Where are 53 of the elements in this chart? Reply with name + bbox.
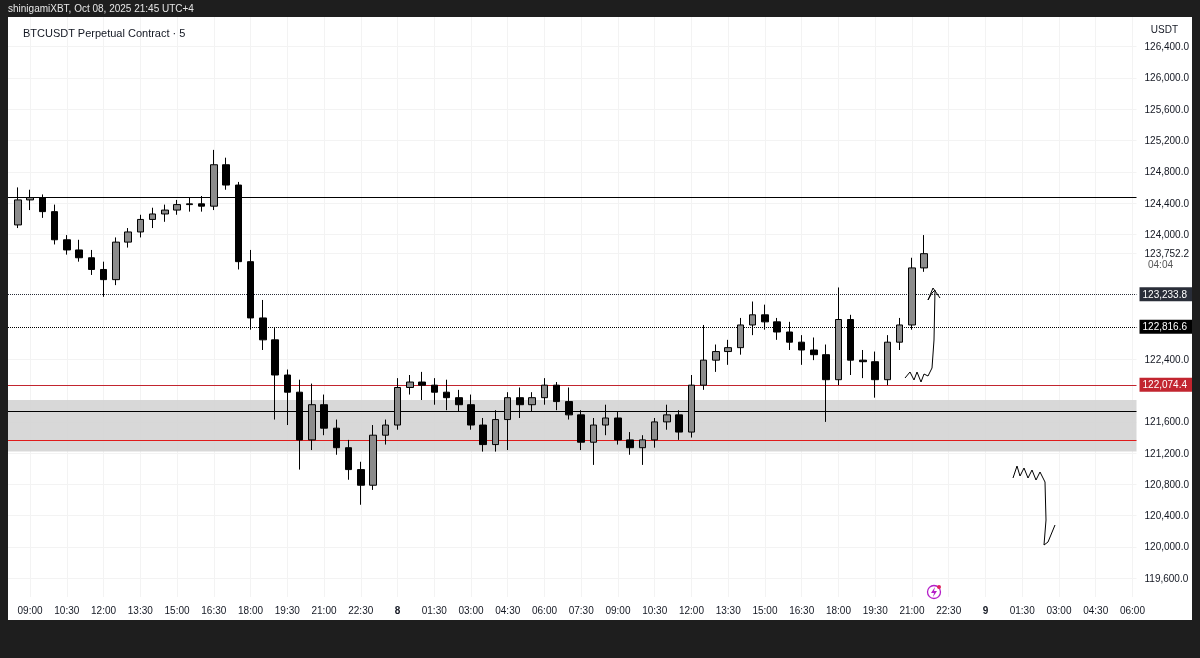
x-tick-label: 01:30 — [421, 604, 448, 616]
x-tick-label: 04:30 — [1083, 604, 1109, 616]
y-tick-label: 124,800.0 — [1144, 166, 1190, 178]
x-tick-label: 07:30 — [568, 604, 595, 616]
x-tick-label: 04:30 — [495, 604, 521, 616]
x-tick-label: 16:30 — [789, 604, 815, 616]
x-tick-label: 13:30 — [127, 604, 154, 616]
y-tick-label: 126,400.0 — [1144, 41, 1190, 53]
x-tick-label: 19:30 — [274, 604, 301, 616]
x-tick-label: 18:00 — [238, 604, 264, 616]
y-tick-label: 126,000.0 — [1144, 72, 1190, 84]
y-tick-label: 124,000.0 — [1144, 228, 1190, 240]
y-tick-label: 121,200.0 — [1144, 447, 1190, 459]
text: shinigamiXBT, Oct 08, 2025 21:45 UTC+4 — [8, 3, 194, 14]
x-tick-label: 21:00 — [899, 604, 925, 616]
text: BTCUSDT Perpetual Contract · 5 — [23, 26, 186, 39]
ref-line-label: 122,816.6 — [1142, 321, 1188, 333]
x-tick-label: 12:00 — [678, 604, 705, 616]
x-tick-label: 18:00 — [825, 604, 852, 616]
x-tick-label: 8 — [394, 604, 401, 616]
x-tick-label: 12:00 — [91, 604, 117, 616]
y-tick-label: 123,752.2 — [1144, 248, 1190, 260]
y-tick-label: 122,400.0 — [1144, 353, 1190, 365]
y-axis-title: USDT — [1150, 23, 1179, 35]
x-tick-label: 09:00 — [605, 604, 631, 616]
x-tick-label: 06:00 — [1119, 604, 1146, 616]
y-tick-label: 125,200.0 — [1144, 135, 1190, 146]
text: 04:04 — [1148, 259, 1174, 271]
x-tick-label: 10:30 — [642, 604, 668, 616]
ref-line-label: 122,074.4 — [1142, 379, 1188, 391]
x-tick-label: 09:00 — [17, 604, 43, 616]
x-tick-label: 21:00 — [311, 604, 337, 616]
x-tick-label: 22:30 — [348, 604, 374, 616]
x-tick-label: 15:00 — [164, 604, 190, 616]
x-tick-label: 16:30 — [201, 604, 227, 616]
x-tick-label: 10:30 — [54, 604, 80, 616]
x-tick-label: 9 — [982, 604, 989, 616]
x-tick-label: 01:30 — [1009, 604, 1036, 616]
x-tick-label: 19:30 — [862, 604, 889, 616]
x-tick-label: 15:00 — [752, 604, 778, 616]
ref-line-label: 123,233.8 — [1142, 288, 1188, 300]
y-tick-label: 119,600.0 — [1144, 572, 1189, 584]
y-tick-label: 124,400.0 — [1144, 197, 1190, 209]
x-tick-label: 22:30 — [936, 604, 962, 616]
x-tick-label: 06:00 — [531, 604, 558, 616]
y-tick-label: 120,800.0 — [1144, 478, 1190, 490]
x-tick-label: 03:00 — [1046, 604, 1072, 616]
x-tick-label: 03:00 — [458, 604, 484, 616]
y-tick-label: 125,600.0 — [1144, 103, 1190, 115]
y-tick-label: 121,600.0 — [1144, 416, 1190, 428]
x-tick-label: 13:30 — [715, 604, 742, 616]
y-tick-label: 120,000.0 — [1144, 541, 1190, 553]
y-tick-label: 120,400.0 — [1144, 510, 1190, 522]
